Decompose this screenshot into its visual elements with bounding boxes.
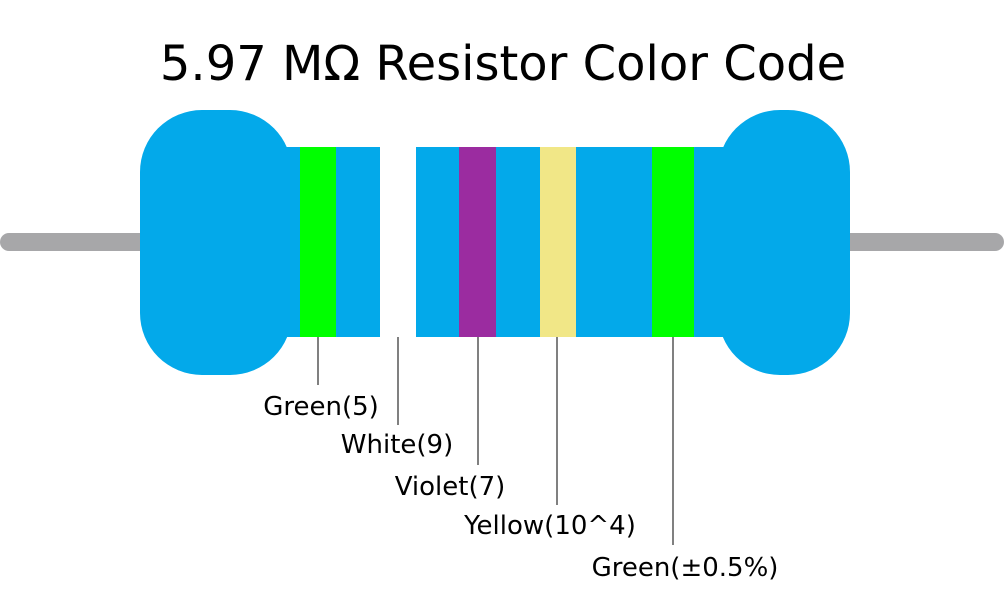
band-label: Yellow(10^4) xyxy=(463,511,636,541)
band-label: White(9) xyxy=(341,430,453,460)
left-cap xyxy=(140,110,292,375)
color-band xyxy=(459,147,496,337)
color-band xyxy=(380,147,416,337)
band-label: Green(5) xyxy=(263,392,379,422)
band-label: Green(±0.5%) xyxy=(592,553,779,583)
color-band xyxy=(540,147,576,337)
color-band xyxy=(300,147,336,337)
right-cap xyxy=(718,110,850,375)
title: 5.97 MΩ Resistor Color Code xyxy=(160,36,846,92)
color-band xyxy=(652,147,694,337)
bands: Green(5) White(9) Violet(7) Yellow(10^4) Gre… xyxy=(263,147,778,583)
band-label: Violet(7) xyxy=(395,472,506,502)
